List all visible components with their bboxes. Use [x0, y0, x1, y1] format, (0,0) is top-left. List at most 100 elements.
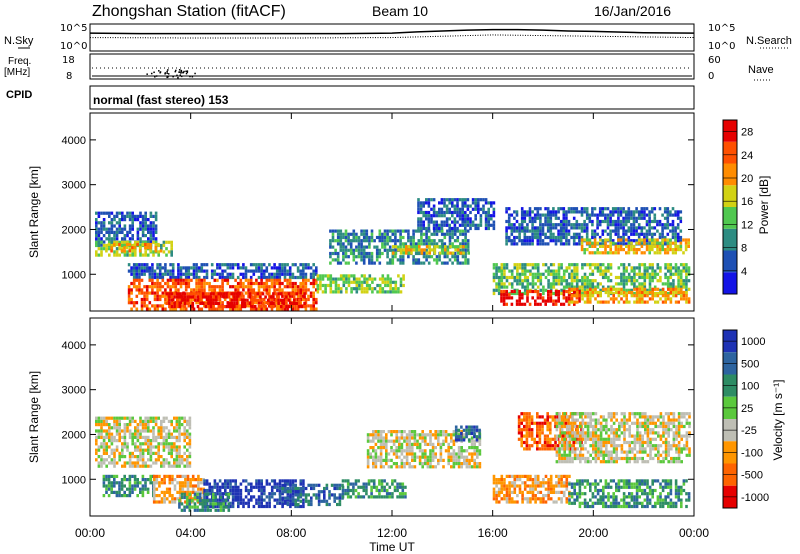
- heatmap-cell: [100, 429, 103, 433]
- heatmap-cell: [385, 455, 388, 459]
- heatmap-cell: [381, 290, 385, 294]
- heatmap-cell: [464, 242, 467, 246]
- heatmap-cell: [643, 285, 647, 289]
- heatmap-cell: [121, 455, 124, 459]
- heatmap-cell: [580, 248, 584, 252]
- heatmap-cell: [341, 483, 344, 487]
- heatmap-cell: [562, 269, 566, 273]
- heatmap-cell: [599, 251, 602, 255]
- heatmap-cell: [653, 207, 657, 211]
- heatmap-cell: [368, 245, 371, 249]
- heatmap-cell: [131, 435, 134, 439]
- heatmap-cell: [234, 495, 237, 499]
- heatmap-cell: [180, 495, 184, 500]
- heatmap-cell: [651, 287, 654, 291]
- heatmap-cell: [627, 272, 631, 276]
- heatmap-cell: [339, 235, 343, 240]
- heatmap-cell: [141, 242, 145, 247]
- heatmap-cell: [382, 465, 385, 469]
- heatmap-cell: [139, 253, 142, 257]
- heatmap-cell: [139, 487, 142, 491]
- heatmap-cell: [123, 234, 127, 238]
- heatmap-cell: [143, 263, 146, 267]
- heatmap-cell: [362, 261, 366, 265]
- heatmap-cell: [664, 266, 667, 270]
- heatmap-cell: [152, 481, 156, 485]
- heatmap-cell: [622, 266, 626, 270]
- heatmap-cell: [366, 452, 370, 456]
- heatmap-cell: [102, 458, 106, 462]
- heatmap-cell: [391, 232, 395, 236]
- heatmap-cell: [221, 285, 224, 289]
- heatmap-cell: [443, 204, 446, 208]
- heatmap-cell: [599, 300, 602, 304]
- heatmap-cell: [105, 211, 108, 215]
- heatmap-cell: [178, 416, 181, 420]
- heatmap-cell: [330, 493, 334, 497]
- heatmap-cell: [596, 213, 599, 217]
- heatmap-cell: [620, 272, 623, 276]
- heatmap-cell: [596, 294, 600, 298]
- heatmap-cell: [497, 291, 501, 296]
- heatmap-cell: [234, 288, 237, 292]
- heatmap-cell: [144, 419, 147, 423]
- heatmap-cell: [252, 281, 256, 286]
- heatmap-cell: [604, 272, 608, 276]
- heatmap-cell: [637, 223, 641, 227]
- heatmap-cell: [570, 297, 574, 301]
- heatmap-cell: [521, 293, 524, 297]
- heatmap-cell: [285, 305, 288, 309]
- heatmap-cell: [170, 448, 173, 452]
- heatmap-cell: [95, 429, 98, 433]
- heatmap-cell: [154, 242, 158, 247]
- heatmap-cell: [627, 244, 631, 248]
- heatmap-cell: [400, 449, 404, 453]
- heatmap-cell: [110, 249, 113, 253]
- heatmap-cell: [164, 266, 167, 270]
- heatmap-cell: [687, 244, 690, 248]
- heatmap-cell: [429, 439, 432, 443]
- heatmap-cell: [560, 291, 563, 296]
- heatmap-cell: [278, 482, 282, 486]
- heatmap-cell: [312, 297, 315, 302]
- heatmap-cell: [178, 439, 181, 443]
- heatmap-cell: [495, 272, 498, 276]
- heatmap-cell: [365, 485, 368, 489]
- heatmap-cell: [153, 281, 157, 286]
- heatmap-cell: [503, 266, 506, 270]
- heatmap-cell: [105, 464, 108, 468]
- heatmap-cell: [279, 305, 283, 309]
- heatmap-cell: [205, 263, 209, 267]
- heatmap-cell: [319, 277, 322, 281]
- heatmap-cell: [425, 201, 428, 205]
- heatmap-cell: [622, 210, 625, 214]
- heatmap-cell: [374, 458, 378, 462]
- heatmap-cell: [419, 223, 423, 227]
- heatmap-cell: [664, 263, 667, 267]
- heatmap-cell: [247, 488, 250, 493]
- heatmap-cell: [601, 275, 605, 280]
- heatmap-cell: [598, 219, 602, 224]
- heatmap-cell: [482, 207, 485, 211]
- heatmap-cell: [231, 285, 235, 289]
- heatmap-cell: [123, 227, 127, 231]
- heatmap-cell: [633, 291, 636, 296]
- heatmap-cell: [168, 481, 172, 485]
- heatmap-cell: [449, 245, 452, 249]
- heatmap-cell: [433, 245, 437, 249]
- heatmap-cell: [334, 239, 337, 243]
- heatmap-cell: [160, 432, 163, 436]
- heatmap-cell: [429, 462, 432, 466]
- nave-point: [183, 70, 185, 73]
- heatmap-cell: [391, 229, 395, 233]
- heatmap-cell: [100, 461, 103, 465]
- heatmap-cell: [685, 294, 688, 298]
- heatmap-cell: [586, 241, 589, 245]
- heatmap-cell: [174, 281, 178, 286]
- heatmap-cell: [105, 484, 108, 488]
- heatmap-cell: [196, 292, 200, 296]
- heatmap-cell: [132, 272, 136, 276]
- heatmap-cell: [107, 487, 111, 491]
- heatmap-cell: [632, 223, 636, 227]
- heatmap-cell: [503, 263, 506, 267]
